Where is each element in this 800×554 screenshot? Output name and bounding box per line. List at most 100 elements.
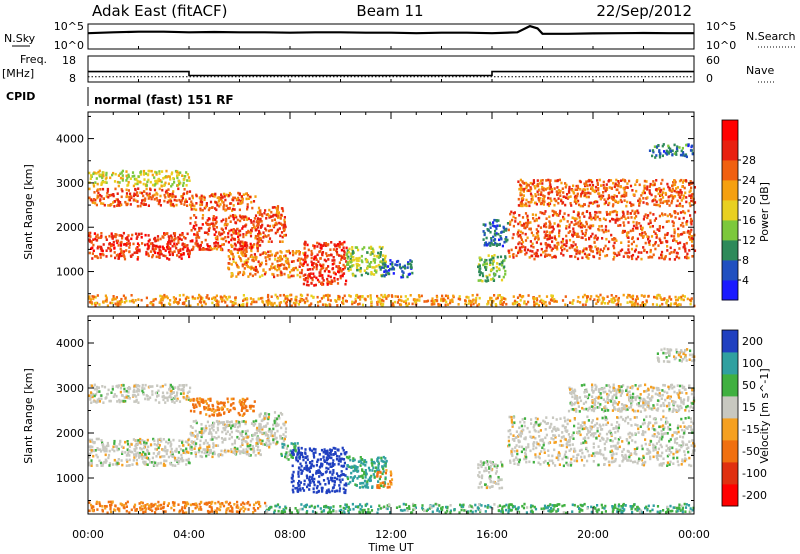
range-cell (496, 224, 499, 228)
range-cell (343, 251, 346, 254)
range-cell (630, 216, 633, 219)
range-cell (323, 242, 326, 245)
range-cell (522, 295, 525, 298)
range-cell (407, 261, 410, 264)
range-cell (385, 297, 388, 300)
range-cell (227, 207, 230, 210)
range-cell (180, 254, 183, 257)
range-cell (678, 296, 681, 299)
range-cell (467, 296, 470, 299)
range-cell (173, 242, 176, 245)
range-cell (382, 299, 385, 303)
range-cell (585, 180, 588, 183)
range-cell (351, 300, 354, 304)
range-cell (688, 249, 691, 252)
range-cell (657, 203, 660, 207)
range-cell (690, 235, 693, 238)
range-cell (513, 302, 516, 305)
range-cell (504, 297, 507, 301)
range-cell (100, 202, 103, 205)
range-cell (180, 257, 183, 260)
range-cell (258, 422, 261, 426)
range-cell (430, 299, 433, 303)
range-cell (565, 183, 568, 187)
range-cell (223, 412, 226, 415)
range-cell (669, 246, 672, 250)
range-cell (129, 192, 132, 196)
range-cell (648, 149, 652, 152)
range-cell (603, 198, 606, 201)
range-cell (660, 298, 663, 301)
range-cell (566, 193, 569, 196)
range-cell (659, 190, 662, 194)
range-cell (297, 303, 300, 306)
range-cell (500, 296, 503, 299)
range-cell (240, 438, 244, 442)
range-cell (167, 182, 170, 186)
range-cell (232, 198, 235, 202)
range-cell (112, 194, 115, 198)
range-cell (607, 203, 610, 207)
range-cell (198, 400, 201, 404)
range-cell (526, 221, 529, 225)
range-cell (321, 281, 324, 284)
range-cell (126, 184, 129, 187)
range-cell (482, 230, 485, 233)
range-cell (134, 443, 138, 447)
range-cell (633, 250, 637, 253)
range-cell (471, 300, 474, 303)
range-cell (487, 254, 490, 257)
range-cell (331, 262, 334, 266)
range-cell (686, 252, 689, 256)
range-cell (157, 438, 160, 441)
range-cell (252, 409, 255, 413)
range-cell (215, 208, 218, 212)
range-cell (593, 241, 596, 244)
range-cell (631, 253, 635, 257)
range-cell (242, 270, 245, 274)
range-cell (147, 197, 150, 200)
range-cell (267, 240, 270, 243)
range-cell (351, 259, 354, 262)
range-cell (182, 451, 185, 454)
range-cell (538, 294, 541, 298)
range-cell (126, 448, 129, 451)
range-cell (262, 269, 265, 272)
range-cell (239, 242, 242, 245)
range-cell (160, 252, 163, 256)
range-cell (686, 297, 689, 301)
range-cell (591, 232, 594, 236)
range-cell (681, 151, 685, 154)
range-cell (442, 299, 445, 302)
range-cell (515, 246, 518, 249)
range-cell (274, 258, 277, 261)
range-cell (307, 248, 310, 252)
range-cell (154, 447, 157, 451)
range-cell (521, 204, 524, 208)
range-cell (119, 244, 123, 247)
range-cell (233, 196, 237, 200)
range-cell (335, 249, 338, 253)
range-cell (123, 390, 126, 393)
range-cell (399, 266, 402, 269)
range-cell (190, 229, 193, 232)
range-cell (186, 247, 189, 250)
range-cell (185, 171, 188, 174)
range-cell (237, 303, 240, 307)
range-cell (583, 188, 586, 192)
range-cell (579, 225, 582, 229)
range-cell (588, 253, 591, 256)
range-cell (280, 231, 284, 234)
range-cell (155, 239, 158, 242)
range-cell (116, 462, 119, 465)
range-cell (501, 303, 504, 306)
range-cell (511, 236, 514, 240)
range-cell (385, 270, 389, 273)
range-cell (472, 302, 475, 306)
range-cell (218, 204, 221, 208)
range-cell (157, 251, 160, 255)
range-cell (681, 181, 685, 184)
range-cell (535, 231, 539, 235)
range-cell (531, 195, 534, 198)
range-cell (542, 302, 545, 306)
